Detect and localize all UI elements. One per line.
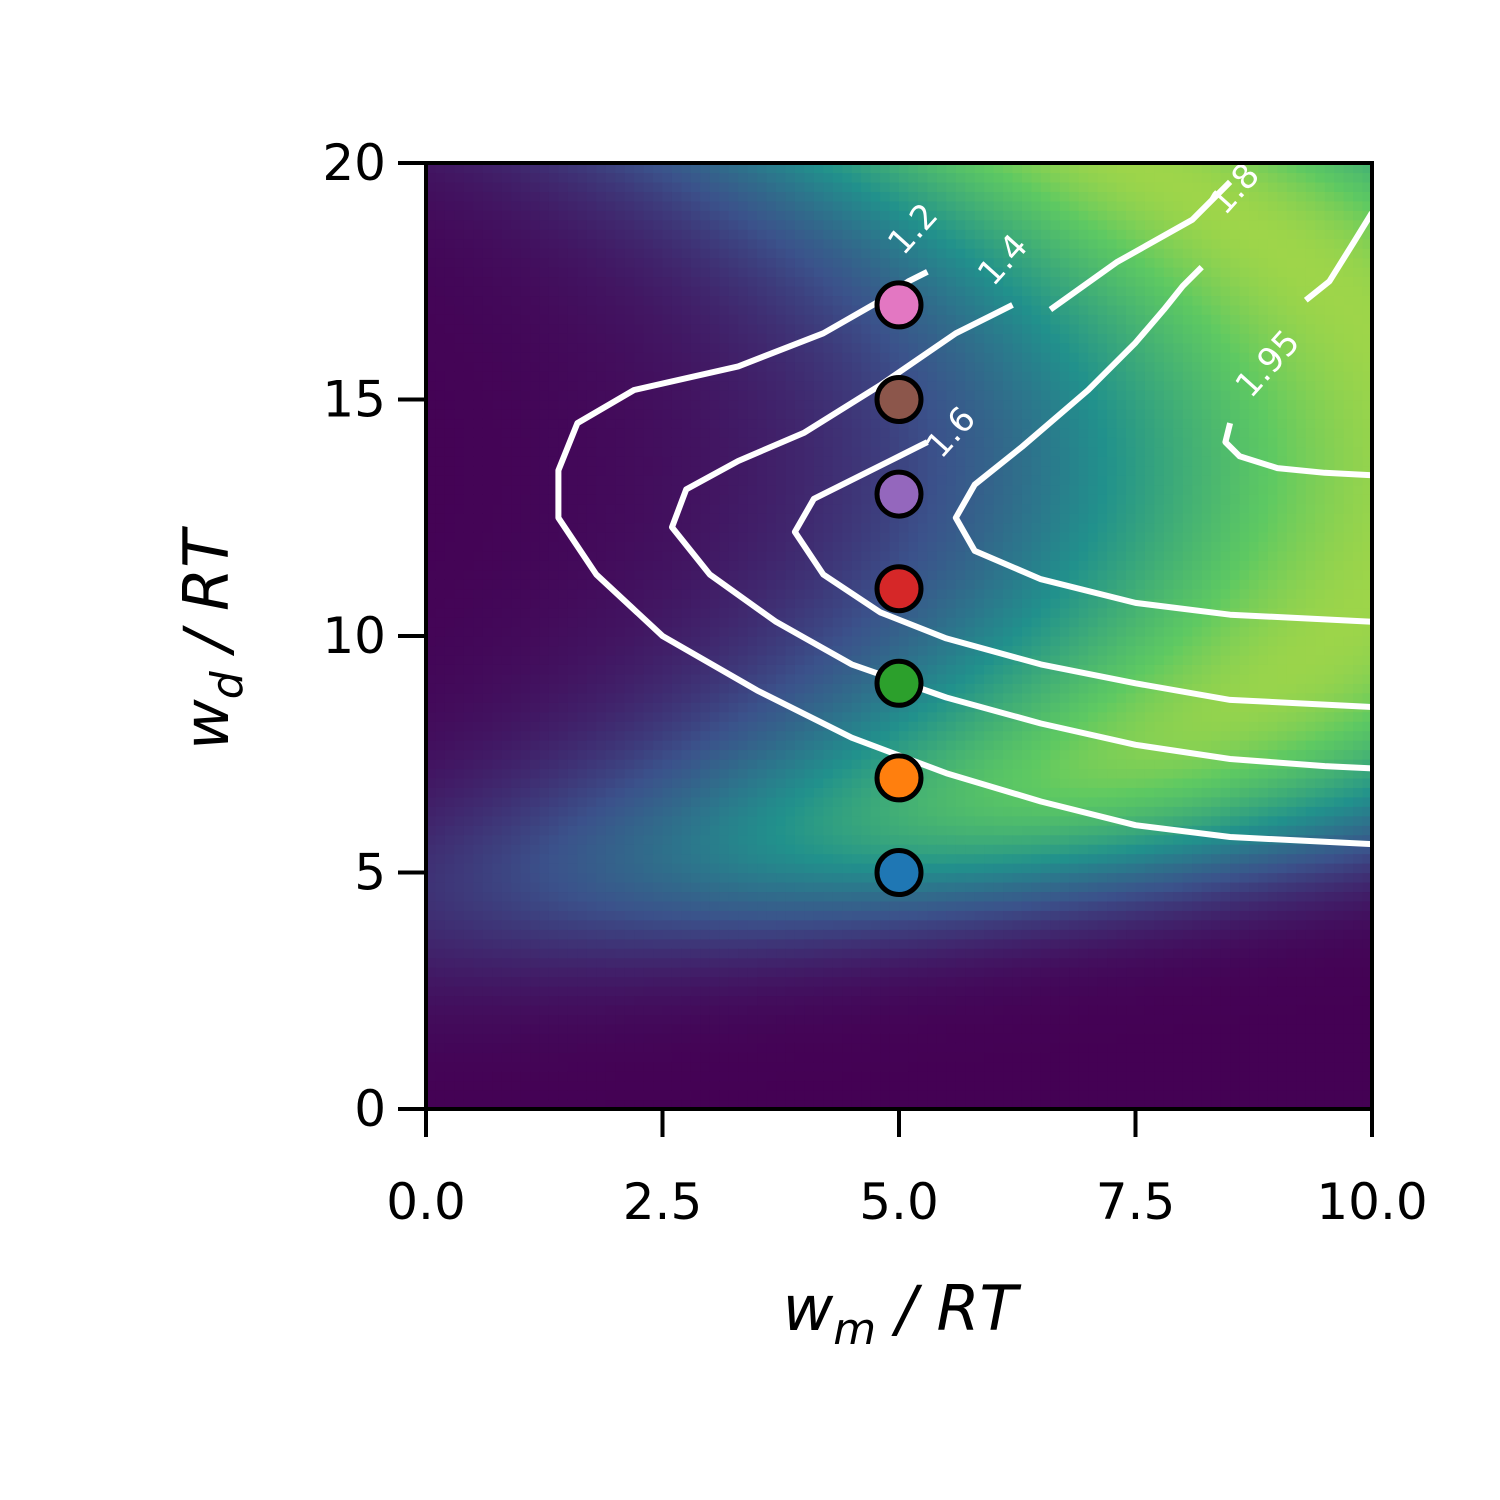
y-axis-title: wd / RT (170, 526, 253, 750)
data-point (874, 564, 924, 614)
x-axis: 0.0 2.5 5.0 7.5 10.0 (386, 1109, 1428, 1231)
heatmap-surface (426, 163, 1372, 1109)
data-point (874, 469, 924, 519)
contour-line-1.8 (952, 264, 1372, 625)
y-axis: 0 5 10 15 20 (322, 134, 426, 1138)
y-tick-label: 10 (322, 607, 386, 665)
data-point (874, 375, 924, 424)
data-point (874, 658, 924, 708)
scatter-points (874, 280, 924, 897)
x-tick-label: 0.0 (386, 1173, 466, 1231)
data-point (874, 848, 924, 897)
contour-line-1.6 (791, 439, 1372, 710)
y-tick-label: 0 (354, 1080, 386, 1138)
data-point (874, 280, 924, 330)
y-tick-label: 5 (354, 844, 386, 902)
x-tick-label: 7.5 (1096, 1173, 1176, 1231)
contour-line-1.95 (1303, 211, 1372, 303)
y-tick-label: 20 (322, 134, 386, 192)
contour-line-1.2 (555, 269, 1372, 848)
contour-line-1.6 (1048, 179, 1233, 313)
contour-lines (555, 179, 1372, 848)
x-tick-label: 2.5 (623, 1173, 703, 1231)
contour-line-1.4 (669, 302, 1372, 772)
x-tick-label: 5.0 (859, 1173, 939, 1231)
x-axis-title: wm / RT (783, 1272, 1022, 1355)
data-point (874, 753, 924, 803)
y-tick-label: 15 (322, 371, 386, 429)
x-tick-label: 10.0 (1316, 1173, 1427, 1231)
contour-line-1.95 (1222, 422, 1372, 479)
